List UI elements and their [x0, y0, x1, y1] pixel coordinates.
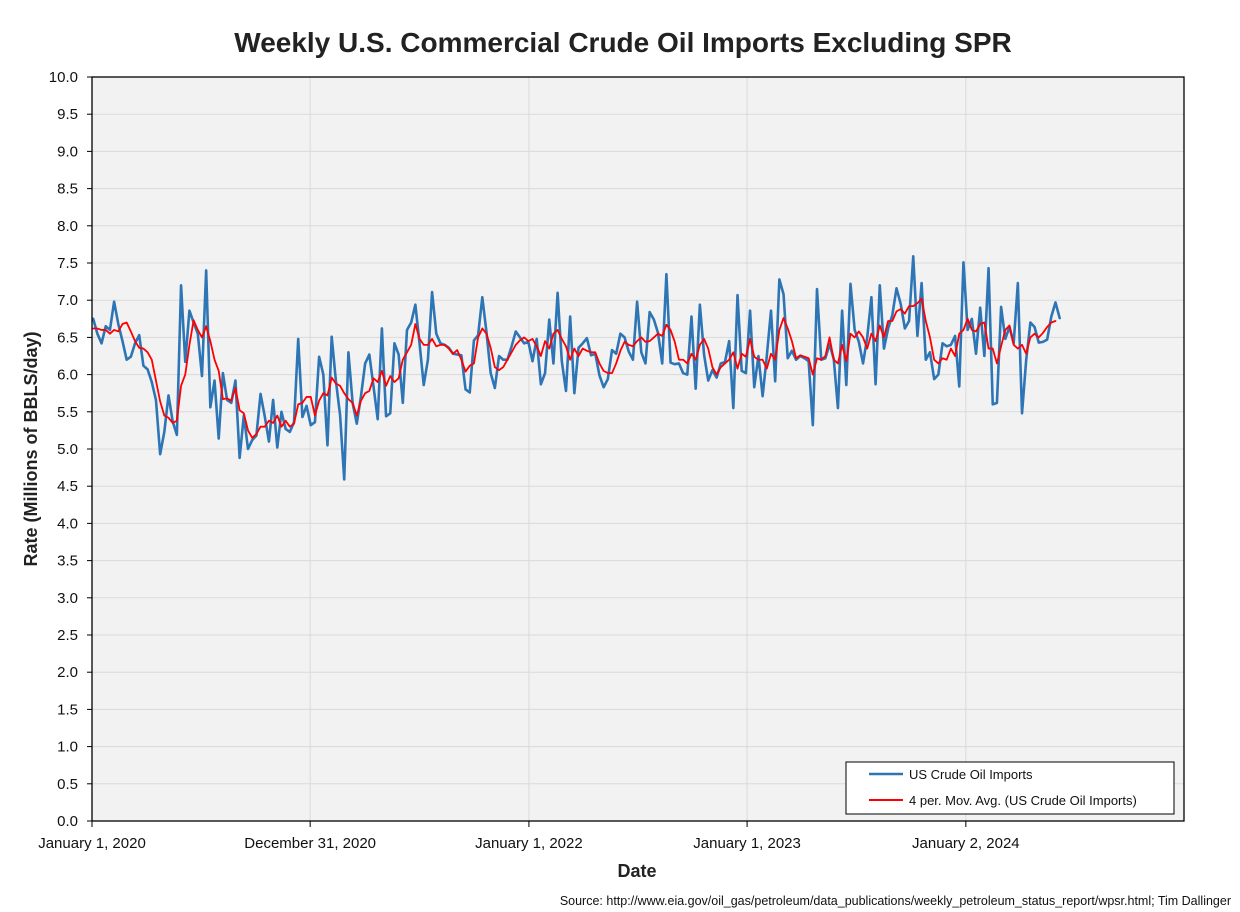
x-tick-label: January 1, 2023	[693, 835, 801, 852]
x-tick-label: December 31, 2020	[244, 835, 376, 852]
x-axis-ticks: January 1, 2020 December 31, 2020 January …	[38, 821, 1020, 852]
x-axis-title: Date	[617, 861, 656, 881]
y-tick-label: 4.5	[57, 478, 78, 495]
y-tick-label: 2.5	[57, 627, 78, 644]
y-axis-title: Rate (Millions of BBLS/day)	[21, 331, 41, 566]
legend-label-imports: US Crude Oil Imports	[909, 767, 1033, 782]
series-layer	[91, 254, 1061, 481]
legend-box	[845, 761, 1175, 815]
y-tick-label: 9.0	[57, 143, 78, 160]
y-tick-label: 10.0	[49, 69, 78, 86]
x-tick-label: January 2, 2024	[912, 835, 1020, 852]
y-tick-label: 7.5	[57, 255, 78, 272]
series-line-imports	[91, 254, 1061, 481]
y-tick-label: 3.0	[57, 590, 78, 607]
y-tick-label: 6.5	[57, 329, 78, 346]
y-tick-label: 0.0	[57, 813, 78, 830]
y-tick-label: 1.5	[57, 701, 78, 718]
y-tick-label: 3.5	[57, 553, 78, 570]
y-tick-label: 6.0	[57, 367, 78, 384]
legend: US Crude Oil Imports 4 per. Mov. Avg. (U…	[845, 761, 1175, 815]
y-tick-label: 1.0	[57, 739, 78, 756]
source-note: Source: http://www.eia.gov/oil_gas/petro…	[560, 894, 1231, 908]
gridlines	[92, 77, 1184, 821]
y-tick-label: 8.0	[57, 218, 78, 235]
y-tick-label: 7.0	[57, 292, 78, 309]
y-tick-label: 5.0	[57, 441, 78, 458]
series-line-moving-average	[92, 297, 1057, 439]
y-tick-label: 4.0	[57, 515, 78, 532]
y-tick-label: 0.5	[57, 776, 78, 793]
legend-label-moving-average: 4 per. Mov. Avg. (US Crude Oil Imports)	[909, 793, 1137, 808]
y-axis-ticks: 0.0 0.5 1.0 1.5 2.0 2.5 3.0 3.5 4.0 4.5 5.0 5.5 6.0 6…	[49, 69, 92, 830]
x-tick-label: January 1, 2020	[38, 835, 146, 852]
chart-title: Weekly U.S. Commercial Crude Oil Imports…	[234, 27, 1011, 58]
y-tick-label: 9.5	[57, 106, 78, 123]
x-tick-label: January 1, 2022	[475, 835, 583, 852]
y-tick-label: 5.5	[57, 404, 78, 421]
y-tick-label: 8.5	[57, 181, 78, 198]
y-tick-label: 2.0	[57, 664, 78, 681]
